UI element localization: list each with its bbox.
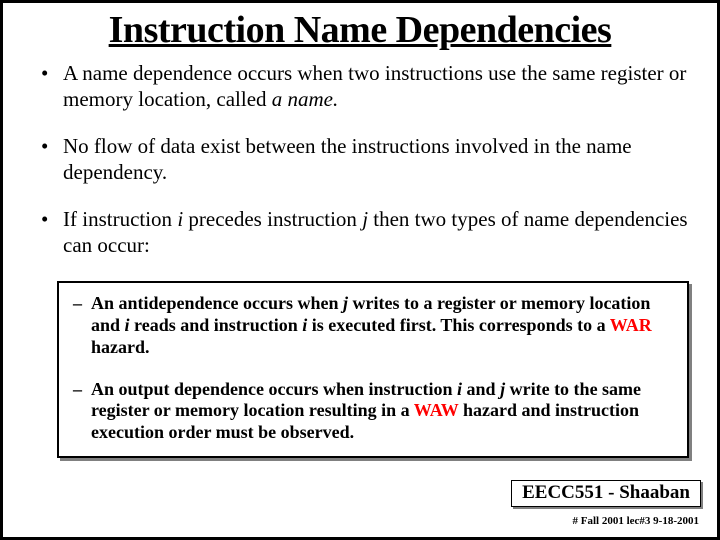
bullet-item: No flow of data exist between the instru… (45, 134, 691, 185)
bullet-item: A name dependence occurs when two instru… (45, 61, 691, 112)
sub-bullet-item: An output dependence occurs when instruc… (73, 379, 673, 445)
sub-bullet-item: An antidependence occurs when j writes t… (73, 293, 673, 359)
footer-course-text: EECC551 - Shaaban (522, 482, 690, 503)
slide: Instruction Name Dependencies A name dep… (0, 0, 720, 540)
footer-course-box: EECC551 - Shaaban (511, 480, 701, 507)
footer-meta-text: # Fall 2001 lec#3 9-18-2001 (573, 515, 699, 527)
bullet-item: If instruction i precedes instruction j … (45, 207, 691, 258)
sub-bullet-box: An antidependence occurs when j writes t… (57, 281, 689, 459)
slide-title: Instruction Name Dependencies (17, 11, 703, 49)
bullet-list: A name dependence occurs when two instru… (17, 61, 703, 259)
